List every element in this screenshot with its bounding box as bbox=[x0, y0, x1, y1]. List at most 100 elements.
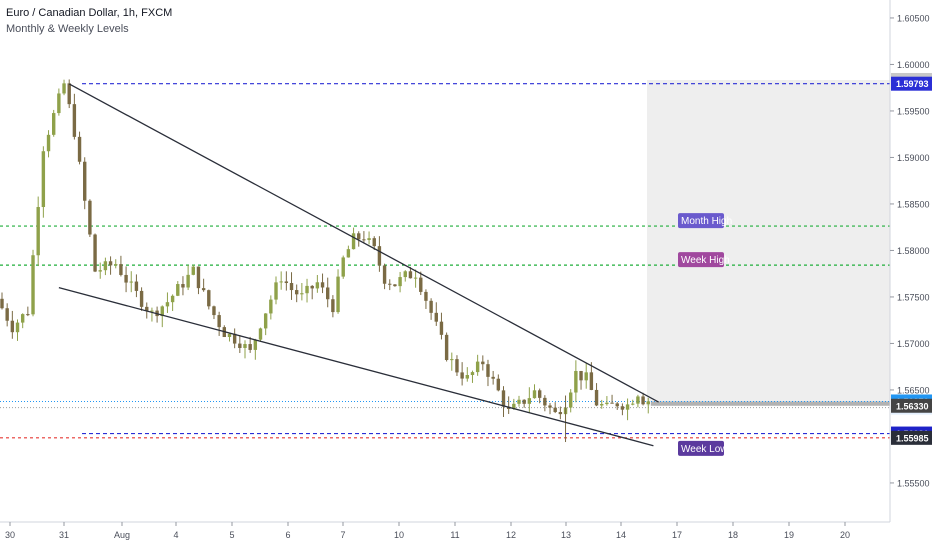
candle-body bbox=[227, 333, 232, 338]
candle-body bbox=[636, 396, 640, 404]
chart-legend: Euro / Canadian Dollar, 1h, FXCM Monthly… bbox=[6, 6, 172, 36]
candle-body bbox=[455, 359, 459, 373]
price-badge: 1.55985 bbox=[891, 430, 932, 445]
price-badge-bg bbox=[891, 398, 932, 413]
candle-body bbox=[548, 405, 552, 408]
candle-body bbox=[481, 361, 485, 365]
candle-body bbox=[382, 265, 387, 284]
price-tick-label: 1.55500 bbox=[897, 478, 930, 488]
candle-body bbox=[207, 290, 211, 307]
candle-body bbox=[620, 406, 625, 410]
candle-body bbox=[145, 306, 149, 311]
candle-body bbox=[496, 378, 501, 391]
candle-body bbox=[419, 277, 423, 292]
candle-body bbox=[486, 364, 490, 377]
time-axis[interactable]: 30 31 Aug 4 5 6 7 10 11 12 13 14 17 18 19 20 bbox=[0, 521, 890, 540]
projection-zone-layer bbox=[647, 79, 890, 406]
candle-body bbox=[351, 233, 356, 250]
candle-body bbox=[641, 396, 645, 405]
candle-body bbox=[388, 283, 392, 285]
price-candles-layer bbox=[0, 79, 650, 443]
candle-body bbox=[83, 161, 87, 201]
time-tick-label: Aug bbox=[114, 530, 130, 540]
candle-body bbox=[181, 284, 185, 288]
time-tick-label: 30 bbox=[5, 530, 15, 540]
candle-body bbox=[67, 83, 71, 105]
candle-body bbox=[103, 261, 108, 271]
candle-body bbox=[543, 397, 547, 406]
price-axis[interactable]: 1.60500 1.60000 1.59500 1.59000 1.58500 1.580… bbox=[889, 0, 932, 550]
candle-body bbox=[305, 285, 309, 294]
price-tick-label: 1.60500 bbox=[897, 13, 930, 23]
time-tick-label: 6 bbox=[285, 530, 290, 540]
level-label: Week Low bbox=[678, 440, 728, 456]
candle-body bbox=[439, 321, 444, 335]
candle-body bbox=[263, 313, 268, 329]
trendline bbox=[58, 287, 654, 447]
candle-body bbox=[274, 282, 278, 300]
candle-body bbox=[424, 291, 428, 301]
trendlines-layer bbox=[58, 83, 659, 447]
price-badge: 1.56330 bbox=[891, 398, 932, 413]
candle-body bbox=[284, 281, 289, 284]
candle-body bbox=[594, 389, 599, 406]
price-tick-label: 1.59500 bbox=[897, 106, 930, 116]
candle-body bbox=[134, 281, 139, 291]
candle-body bbox=[584, 372, 588, 381]
candle-body bbox=[610, 402, 614, 404]
candle-body bbox=[589, 372, 594, 390]
candle-body bbox=[72, 104, 77, 137]
candle-body bbox=[26, 314, 30, 316]
price-tick-label: 1.59000 bbox=[897, 153, 930, 163]
candle-body bbox=[170, 295, 175, 303]
candle-body bbox=[279, 281, 283, 283]
candle-body bbox=[362, 239, 366, 241]
candle-body bbox=[300, 293, 304, 295]
candle-body bbox=[377, 246, 382, 266]
candle-body bbox=[108, 261, 113, 266]
price-badge-label: 1.55985 bbox=[896, 433, 929, 443]
position-box bbox=[651, 401, 890, 406]
candle-body bbox=[10, 320, 15, 333]
candle-body bbox=[574, 370, 578, 393]
time-tick-label: 13 bbox=[561, 530, 571, 540]
level-label-text: Week High bbox=[681, 255, 730, 266]
candle-body bbox=[341, 257, 345, 277]
candle-body bbox=[88, 200, 92, 235]
candle-body bbox=[248, 344, 252, 350]
level-label-text: Week Low bbox=[681, 444, 728, 455]
time-tick-label: 11 bbox=[450, 530, 459, 540]
candle-body bbox=[41, 151, 46, 208]
candle-body bbox=[367, 238, 371, 240]
price-tick-label: 1.58500 bbox=[897, 199, 930, 209]
candle-body bbox=[331, 299, 335, 313]
candle-body bbox=[186, 274, 190, 288]
price-tick-label: 1.58000 bbox=[897, 246, 930, 256]
indicator-title[interactable]: Monthly & Weekly Levels bbox=[6, 23, 129, 35]
symbol-title[interactable]: Euro / Canadian Dollar, 1h, FXCM bbox=[6, 7, 173, 19]
candle-body bbox=[372, 238, 376, 247]
level-label-bg bbox=[678, 252, 724, 268]
price-tick-label: 1.57000 bbox=[897, 339, 930, 349]
time-tick-label: 5 bbox=[229, 530, 234, 540]
candle-body bbox=[600, 404, 604, 406]
candle-body bbox=[294, 290, 299, 295]
time-tick-label: 20 bbox=[840, 530, 850, 540]
time-tick-label: 12 bbox=[506, 530, 516, 540]
candle-body bbox=[537, 390, 542, 398]
price-tick-label: 1.60000 bbox=[897, 60, 930, 70]
time-tick-label: 10 bbox=[394, 530, 404, 540]
price-axis-bg bbox=[890, 0, 932, 550]
candle-body bbox=[393, 284, 397, 287]
candle-body bbox=[160, 306, 164, 317]
candle-body bbox=[238, 343, 242, 348]
candle-body bbox=[217, 315, 221, 328]
price-tick-label: 1.56500 bbox=[897, 385, 930, 395]
time-tick-label: 4 bbox=[173, 530, 178, 540]
candle-body bbox=[5, 308, 9, 321]
candle-body bbox=[522, 399, 526, 404]
candle-body bbox=[119, 264, 123, 275]
price-badge-label: 1.56330 bbox=[896, 401, 929, 411]
candle-body bbox=[124, 274, 128, 283]
